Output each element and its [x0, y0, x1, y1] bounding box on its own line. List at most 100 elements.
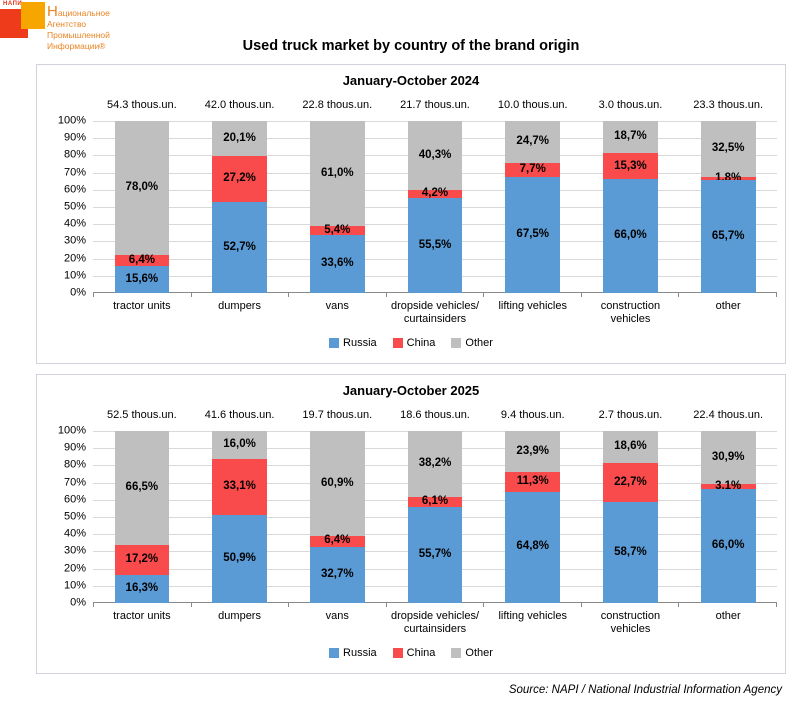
segment-value-label: 5,4% [324, 223, 351, 236]
chart-title: January-October 2024 [342, 73, 480, 88]
legend-label: Russia [343, 647, 377, 659]
total-units-label: 22.8 thous.un. [302, 99, 373, 111]
segment-russia: 52,7% [212, 202, 267, 293]
x-axis-tick [580, 603, 679, 607]
stacked-bar: 38,2% 6,1% 55,7% [407, 431, 463, 603]
x-axis-tick [580, 293, 679, 297]
segment-russia: 15,6% [114, 266, 170, 293]
category-label: dropside vehicles/ curtainsiders [390, 300, 480, 325]
bar-column: 24,7% 7,7% 67,5% [484, 121, 582, 293]
total-units-label: 52.5 thous.un. [106, 409, 177, 421]
y-axis-tick-label: 20% [63, 252, 86, 265]
segment-value-label: 61,0% [320, 166, 354, 179]
segment-value-label: 24,7% [516, 135, 550, 148]
logo-abbr-text: НАПИ [3, 1, 23, 7]
logo-name-line: Национальное [47, 3, 110, 20]
segment-china: 17,2% [114, 545, 170, 575]
x-axis-tick [483, 603, 581, 607]
segment-value-label: 58,7% [614, 545, 647, 558]
segment-value-label: 67,5% [516, 228, 550, 240]
legend-item-russia: Russia [329, 337, 377, 349]
legend-item-other: Other [451, 647, 493, 659]
stacked-bar: 20,1% 27,2% 52,7% [212, 121, 267, 293]
segment-china: 27,2% [212, 155, 267, 203]
segment-russia: 55,5% [407, 197, 463, 293]
stacked-bar: 61,0% 5,4% 33,6% [309, 121, 365, 293]
segment-china: 11,3% [505, 472, 561, 492]
segment-other: 24,7% [505, 121, 561, 164]
stacked-bar: 66,5% 17,2% 16,3% [114, 431, 170, 603]
x-axis-tick [288, 603, 386, 607]
segment-russia: 64,8% [505, 491, 561, 603]
total-units-label: 3.0 thous.un. [598, 99, 663, 111]
segment-value-label: 6,4% [324, 534, 351, 547]
x-axis-tick [385, 603, 484, 607]
y-axis-tick-label: 70% [63, 166, 86, 179]
segment-value-label: 22,7% [614, 475, 647, 488]
totals-row: 54.3 thous.un. 42.0 thous.un. 22.8 thous.u… [93, 99, 777, 113]
plot-wrap: 0% 10% 20% 30% 40% 50% 60% 70% 80% 90% 100% 78,0% 6… [45, 115, 777, 298]
bar-column: 38,2% 6,1% 55,7% [386, 431, 484, 603]
segment-value-label: 30,9% [711, 450, 745, 463]
bar-column: 18,6% 22,7% 58,7% [582, 431, 680, 603]
segment-value-label: 32,5% [711, 142, 745, 155]
segment-value-label: 40,3% [418, 148, 452, 161]
total-units-label: 54.3 thous.un. [106, 99, 177, 111]
category-label: lifting vehicles [498, 610, 567, 622]
logo-name-line: Информации® [47, 41, 106, 51]
y-axis-tick-label: 10% [63, 269, 86, 282]
legend-label: Russia [343, 337, 377, 349]
segment-china: 22,7% [603, 462, 658, 503]
segment-other: 38,2% [407, 431, 463, 497]
logo-name-line: Агентство [47, 19, 87, 29]
y-axis-tick-label: 30% [63, 544, 86, 557]
segment-value-label: 52,7% [223, 240, 256, 253]
stacked-bar: 32,5% 1,8% 65,7% [700, 121, 756, 293]
total-units-label: 9.4 thous.un. [500, 409, 565, 421]
plot-area: 78,0% 6,4% 15,6% 20,1% 27,2% 52,7% 61,0% 5,4% 33… [93, 121, 777, 293]
category-label: dropside vehicles/ curtainsiders [390, 610, 480, 635]
segment-value-label: 33,6% [320, 257, 354, 270]
category-label: vans [325, 610, 349, 622]
segment-value-label: 16,3% [125, 582, 159, 595]
total-units-label: 21.7 thous.un. [400, 99, 470, 111]
segment-china: 33,1% [212, 458, 267, 516]
segment-russia: 67,5% [505, 176, 561, 293]
x-axis-ticks [93, 293, 778, 297]
y-axis-tick-label: 60% [63, 183, 86, 196]
segment-china: 1,8% [700, 172, 756, 183]
segment-value-label: 27,2% [223, 172, 256, 185]
segment-value-label: 64,8% [516, 540, 550, 553]
stacked-bar: 23,9% 11,3% 64,8% [505, 431, 561, 603]
y-axis-tick-label: 90% [63, 441, 86, 454]
bar-column: 32,5% 1,8% 65,7% [679, 121, 777, 293]
total-units-label: 22.4 thous.un. [693, 409, 764, 421]
legend-item-other: Other [451, 337, 493, 349]
category-label: tractor units [113, 300, 171, 312]
segment-value-label: 20,1% [223, 131, 256, 144]
y-axis: 0% 10% 20% 30% 40% 50% 60% 70% 80% 90% 100% [45, 425, 93, 608]
segment-russia: 66,0% [603, 179, 658, 293]
y-axis: 0% 10% 20% 30% 40% 50% 60% 70% 80% 90% 100% [45, 115, 93, 298]
segment-russia: 50,9% [212, 515, 267, 603]
y-axis-tick-label: 90% [63, 131, 86, 144]
legend-swatch-other [451, 338, 462, 348]
category-labels: tractor units dumpers vans dropside vehicle… [93, 300, 777, 332]
segment-other: 61,0% [309, 121, 365, 226]
total-units-label: 41.6 thous.un. [204, 409, 275, 421]
segment-china: 3,1% [700, 481, 756, 492]
bar-column: 20,1% 27,2% 52,7% [191, 121, 289, 293]
bar-column: 40,3% 4,2% 55,5% [386, 121, 484, 293]
segment-other: 30,9% [700, 431, 756, 485]
segment-value-label: 60,9% [320, 476, 354, 489]
category-label: dumpers [218, 300, 261, 312]
legend-swatch-china [392, 648, 403, 658]
x-axis-ticks [93, 603, 778, 607]
y-axis-tick-label: 80% [63, 148, 86, 161]
segment-value-label: 66,5% [125, 481, 159, 494]
x-axis-tick [678, 603, 778, 607]
total-units-label: 23.3 thous.un. [693, 99, 764, 111]
segment-value-label: 1,8% [715, 171, 742, 184]
segment-value-label: 33,1% [223, 480, 256, 493]
y-axis-tick-label: 0% [70, 596, 86, 609]
